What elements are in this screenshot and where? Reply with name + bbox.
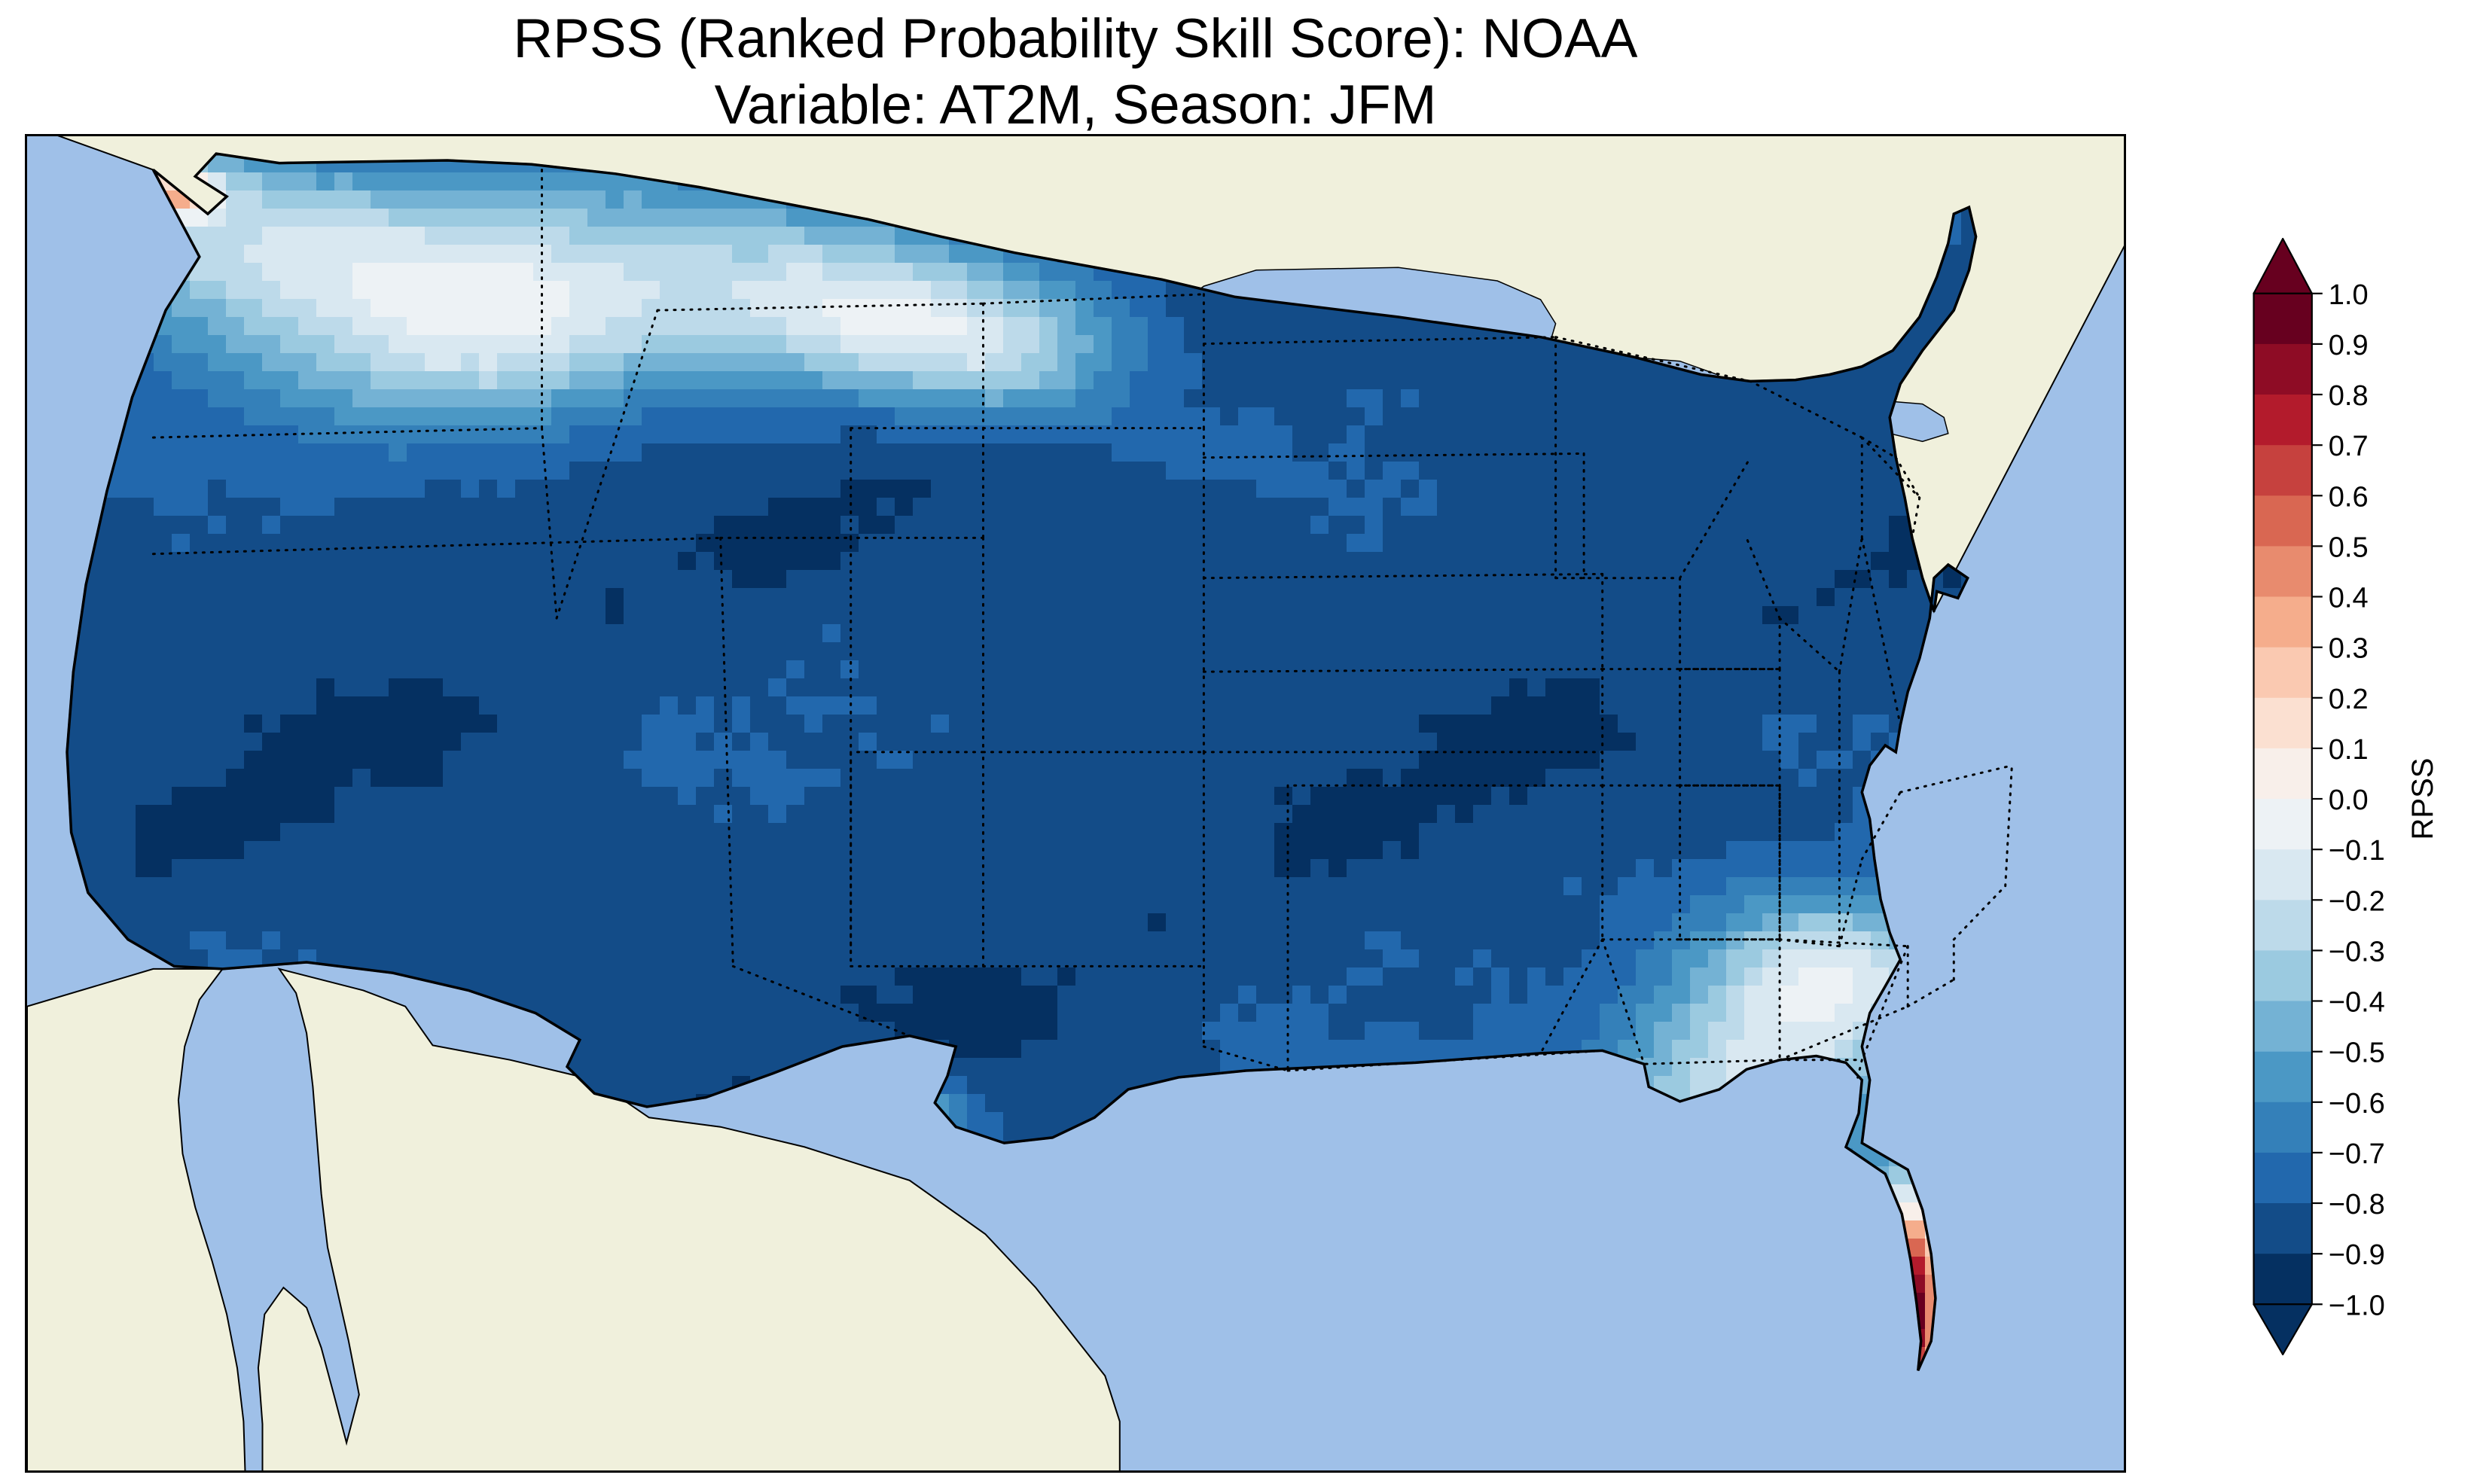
svg-text:0.8: 0.8: [2329, 380, 2369, 412]
svg-text:−0.2: −0.2: [2329, 885, 2385, 917]
svg-text:1.0: 1.0: [2329, 279, 2369, 311]
svg-text:RPSS: RPSS: [2406, 758, 2439, 840]
svg-text:−0.8: −0.8: [2329, 1189, 2385, 1220]
svg-text:−0.4: −0.4: [2329, 987, 2385, 1019]
svg-text:0.1: 0.1: [2329, 734, 2369, 766]
svg-text:−0.3: −0.3: [2329, 936, 2385, 967]
svg-text:0.5: 0.5: [2329, 532, 2369, 563]
svg-text:0.6: 0.6: [2329, 481, 2369, 513]
svg-text:−0.9: −0.9: [2329, 1239, 2385, 1271]
svg-text:0.3: 0.3: [2329, 633, 2369, 665]
svg-text:−1.0: −1.0: [2329, 1290, 2385, 1321]
svg-text:−0.6: −0.6: [2329, 1088, 2385, 1120]
svg-text:0.2: 0.2: [2329, 684, 2369, 715]
svg-text:0.4: 0.4: [2329, 583, 2369, 614]
svg-text:0.7: 0.7: [2329, 431, 2369, 462]
svg-text:−0.1: −0.1: [2329, 835, 2385, 867]
svg-text:0.9: 0.9: [2329, 330, 2369, 361]
svg-text:−0.5: −0.5: [2329, 1038, 2385, 1069]
svg-text:0.0: 0.0: [2329, 785, 2369, 816]
svg-text:−0.7: −0.7: [2329, 1138, 2385, 1170]
